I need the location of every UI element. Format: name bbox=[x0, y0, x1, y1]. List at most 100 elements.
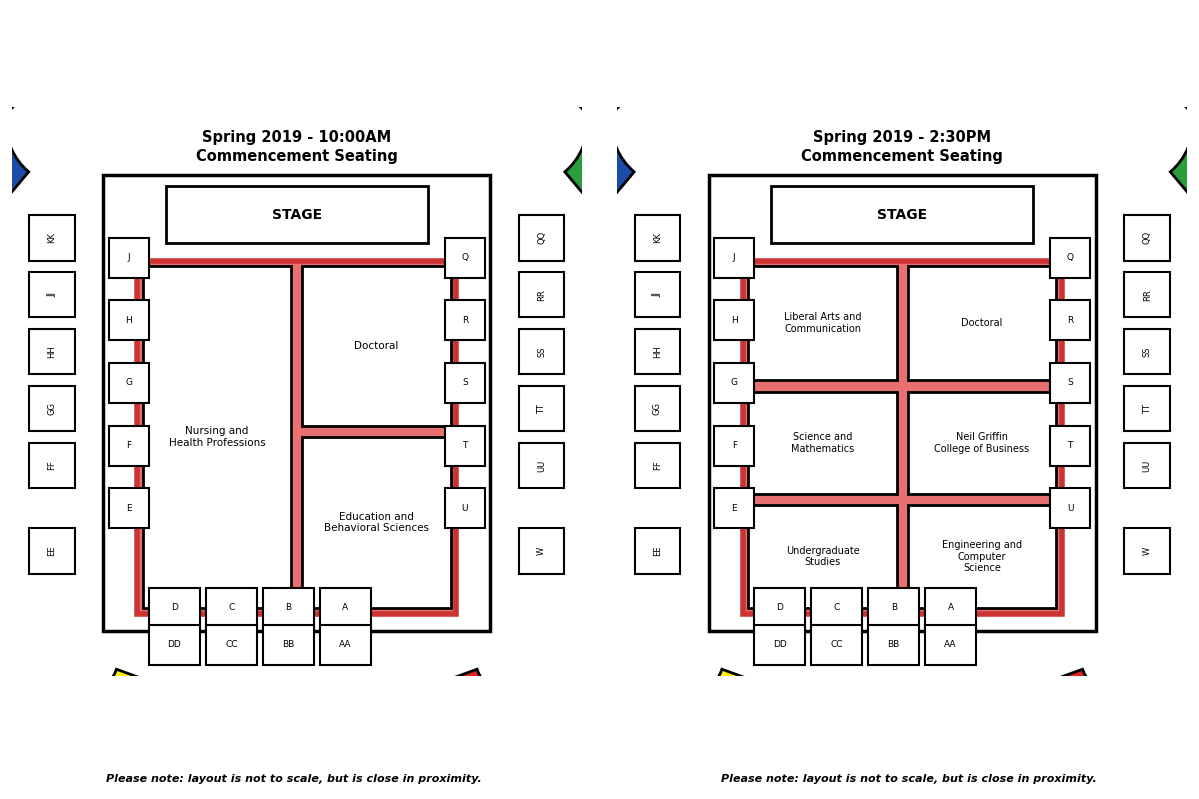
Text: QQ: QQ bbox=[537, 231, 547, 244]
Text: E: E bbox=[126, 503, 132, 513]
Text: A: A bbox=[947, 603, 953, 612]
Text: W: W bbox=[1143, 547, 1152, 555]
Bar bbox=[742, 260, 1062, 614]
Bar bbox=[1125, 272, 1170, 317]
Text: Undergraduate
Studies: Undergraduate Studies bbox=[785, 546, 860, 567]
Text: FF: FF bbox=[652, 461, 662, 471]
Bar bbox=[908, 506, 1056, 608]
Bar bbox=[109, 426, 149, 466]
Text: A: A bbox=[342, 603, 348, 612]
Bar bbox=[715, 488, 754, 528]
Text: Q: Q bbox=[462, 253, 469, 262]
Text: STAGE: STAGE bbox=[272, 208, 321, 222]
Bar bbox=[29, 215, 74, 260]
Bar bbox=[811, 588, 862, 628]
Text: F: F bbox=[126, 441, 132, 450]
Bar bbox=[29, 528, 74, 574]
Bar bbox=[29, 386, 74, 431]
Text: Doctoral: Doctoral bbox=[354, 341, 399, 351]
Text: Education and
Behavioral Sciences: Education and Behavioral Sciences bbox=[324, 511, 429, 533]
Text: Spring 2019 - 2:30PM
Commencement Seating: Spring 2019 - 2:30PM Commencement Seatin… bbox=[801, 129, 1004, 165]
Bar bbox=[519, 443, 565, 488]
Text: CC: CC bbox=[225, 641, 237, 650]
Bar bbox=[771, 186, 1034, 244]
Text: Q: Q bbox=[1067, 253, 1074, 262]
Text: Please note: layout is not to scale, but is close in proximity.: Please note: layout is not to scale, but… bbox=[721, 774, 1097, 784]
Bar bbox=[1125, 528, 1170, 574]
Bar bbox=[715, 300, 754, 340]
Bar bbox=[748, 266, 897, 380]
Wedge shape bbox=[556, 45, 615, 193]
Text: RR: RR bbox=[1143, 288, 1152, 300]
Bar bbox=[1050, 300, 1090, 340]
Text: KK: KK bbox=[47, 233, 56, 243]
Text: S: S bbox=[462, 379, 468, 388]
Bar bbox=[109, 488, 149, 528]
Bar bbox=[445, 238, 484, 277]
Text: SS: SS bbox=[1143, 347, 1152, 357]
Text: E: E bbox=[731, 503, 737, 513]
Text: J: J bbox=[733, 253, 735, 262]
Bar bbox=[908, 266, 1056, 380]
Bar bbox=[29, 443, 74, 488]
Bar bbox=[634, 443, 680, 488]
Bar bbox=[715, 238, 754, 277]
Bar bbox=[109, 238, 149, 277]
Bar bbox=[754, 588, 806, 628]
Bar bbox=[302, 437, 451, 608]
Text: W: W bbox=[537, 547, 547, 555]
Text: Liberal Arts and
Communication: Liberal Arts and Communication bbox=[784, 312, 861, 334]
Text: TT: TT bbox=[537, 403, 547, 414]
Bar bbox=[149, 588, 200, 628]
Bar bbox=[263, 588, 314, 628]
Bar bbox=[634, 272, 680, 317]
Bar bbox=[1050, 488, 1090, 528]
Bar bbox=[926, 588, 976, 628]
Bar bbox=[103, 175, 490, 630]
Bar bbox=[868, 588, 920, 628]
Text: H: H bbox=[731, 316, 737, 325]
Text: TT: TT bbox=[1143, 403, 1152, 414]
Text: C: C bbox=[833, 603, 839, 612]
Bar bbox=[445, 426, 484, 466]
Bar bbox=[445, 363, 484, 403]
Bar bbox=[206, 625, 257, 665]
Text: F: F bbox=[731, 441, 737, 450]
Wedge shape bbox=[0, 45, 37, 193]
Bar bbox=[519, 272, 565, 317]
Bar bbox=[29, 329, 74, 375]
Text: AA: AA bbox=[945, 641, 957, 650]
Text: C: C bbox=[228, 603, 234, 612]
Text: BB: BB bbox=[887, 641, 899, 650]
Bar bbox=[634, 215, 680, 260]
Text: EE: EE bbox=[47, 546, 56, 556]
Bar bbox=[519, 386, 565, 431]
Bar bbox=[634, 386, 680, 431]
Text: UU: UU bbox=[537, 459, 547, 471]
Bar bbox=[754, 625, 806, 665]
Text: Neil Griffin
College of Business: Neil Griffin College of Business bbox=[934, 432, 1030, 454]
Text: GG: GG bbox=[652, 402, 662, 415]
Wedge shape bbox=[584, 670, 748, 739]
Bar bbox=[519, 329, 565, 375]
Text: RR: RR bbox=[537, 288, 547, 300]
Text: T: T bbox=[462, 441, 468, 450]
Text: T: T bbox=[1067, 441, 1073, 450]
Bar bbox=[926, 625, 976, 665]
Text: D: D bbox=[171, 603, 177, 612]
Text: QQ: QQ bbox=[1143, 231, 1152, 244]
Bar bbox=[445, 300, 484, 340]
Text: Nursing and
Health Professions: Nursing and Health Professions bbox=[169, 427, 265, 448]
FancyBboxPatch shape bbox=[611, 101, 1193, 688]
Text: JJ: JJ bbox=[652, 292, 662, 297]
Bar bbox=[634, 528, 680, 574]
Bar bbox=[1125, 329, 1170, 375]
Bar bbox=[206, 588, 257, 628]
Text: SS: SS bbox=[537, 347, 547, 357]
Text: DD: DD bbox=[168, 641, 181, 650]
Bar bbox=[109, 300, 149, 340]
Text: DD: DD bbox=[773, 641, 787, 650]
Bar bbox=[1125, 443, 1170, 488]
Text: B: B bbox=[891, 603, 897, 612]
Text: AA: AA bbox=[339, 641, 351, 650]
